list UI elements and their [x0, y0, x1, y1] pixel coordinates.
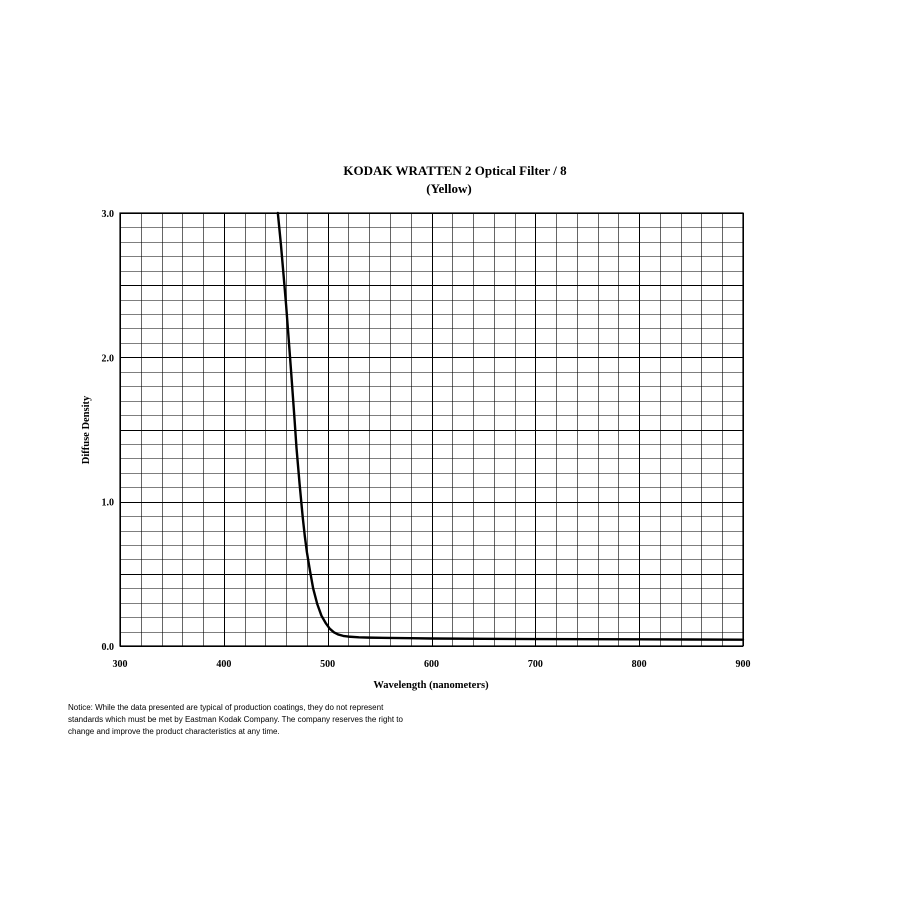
density-curve: [276, 211, 745, 641]
y-tick-labels: 0.0 1.0 2.0 3.0: [102, 209, 115, 653]
notice-line-2: standards which must be met by Eastman K…: [68, 715, 403, 724]
disclaimer-notice: Notice: While the data presented are typ…: [68, 702, 468, 738]
chart-subtitle: (Yellow): [426, 181, 472, 196]
y-tick-label-1: 1.0: [102, 498, 115, 509]
x-tick-label-1: 400: [216, 659, 231, 670]
x-tick-label-0: 300: [113, 659, 128, 670]
y-tick-label-3: 3.0: [102, 209, 115, 220]
notice-line-1: Notice: While the data presented are typ…: [68, 703, 384, 712]
grid-major: [120, 213, 744, 647]
x-tick-label-6: 900: [736, 659, 751, 670]
notice-line-3: change and improve the product character…: [68, 727, 280, 736]
y-axis-label: Diffuse Density: [81, 395, 92, 464]
x-tick-label-5: 800: [632, 659, 647, 670]
grid-minor: [120, 213, 743, 646]
x-tick-label-3: 600: [424, 659, 439, 670]
x-axis-label: Wavelength (nanometers): [373, 680, 489, 691]
chart-title: KODAK WRATTEN 2 Optical Filter / 8: [343, 163, 567, 178]
x-tick-labels: 300 400 500 600 700 800 900: [113, 659, 751, 670]
x-tick-label-4: 700: [528, 659, 543, 670]
y-tick-label-2: 2.0: [102, 353, 115, 364]
x-tick-label-2: 500: [320, 659, 335, 670]
plot-frame: [119, 212, 744, 647]
y-tick-label-0: 0.0: [102, 642, 115, 653]
